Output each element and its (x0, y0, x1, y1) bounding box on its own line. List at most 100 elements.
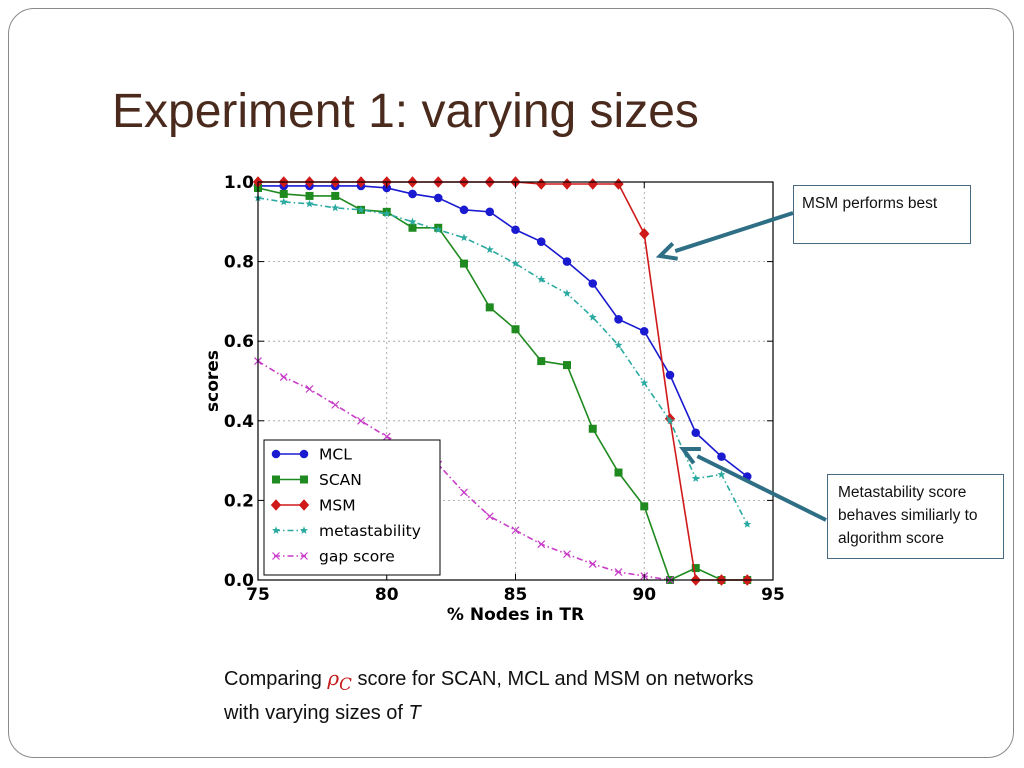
data-point (613, 178, 624, 190)
axis-ticks: 75 80 85 90 95 0.0 0.2 0.4 0.6 0.8 1.0 (224, 173, 785, 605)
arrow-shaft (674, 211, 794, 253)
caption-variable: T (408, 702, 421, 724)
data-point (408, 189, 417, 199)
y-tick-label: 0.6 (224, 332, 254, 352)
data-point (743, 520, 752, 528)
data-point (640, 378, 649, 387)
data-point (588, 313, 597, 321)
legend-item: SCAN (272, 471, 362, 489)
y-tick-label: 0.2 (224, 491, 254, 511)
data-point (614, 468, 623, 477)
caption-prefix: Comparing (224, 668, 328, 690)
y-tick-label: 0.4 (224, 412, 254, 432)
arrow-to-msm (655, 211, 794, 261)
legend-box (263, 439, 441, 576)
data-point (305, 199, 314, 208)
y-tick-label: 0.8 (224, 253, 254, 273)
data-point (331, 400, 340, 409)
data-point (562, 257, 572, 266)
legend-marker (270, 499, 282, 511)
data-point (408, 217, 417, 226)
callout-arrows (655, 211, 827, 522)
legend-item: MSM (270, 497, 356, 515)
data-point (357, 416, 365, 425)
data-point (639, 227, 650, 240)
data-point (460, 233, 468, 242)
data-point (639, 326, 649, 336)
legend-item: metastability (272, 522, 421, 540)
data-point (614, 315, 623, 324)
slide-frame (8, 8, 1014, 758)
legend-marker (299, 449, 309, 459)
data-point (691, 474, 700, 482)
data-point (279, 189, 288, 198)
data-point (640, 502, 649, 511)
data-point (561, 178, 573, 190)
data-point (588, 424, 597, 433)
callout-metastability-text: Metastability score behaves similiarly t… (838, 484, 978, 547)
data-point (511, 526, 520, 535)
data-point (305, 385, 314, 393)
y-tick-label: 0.0 (224, 571, 254, 591)
x-tick-label: 95 (761, 585, 785, 605)
data-point (331, 191, 340, 200)
caption-middle: score for SCAN, MCL and MSM on networks … (224, 668, 754, 724)
legend-label: MSM (319, 497, 356, 515)
data-point (717, 452, 726, 461)
arrow-head (655, 242, 678, 261)
legend-label: SCAN (319, 471, 362, 489)
data-point (563, 550, 571, 559)
data-point (665, 370, 675, 380)
data-point (537, 540, 546, 549)
rho-char: ρ (327, 666, 340, 690)
series-line (257, 197, 748, 525)
data-point (666, 416, 674, 425)
y-tick-label: 1.0 (224, 173, 254, 193)
data-point (614, 340, 623, 349)
legend-marker (300, 475, 308, 484)
legend: MCL SCAN MSM metastability gap score (263, 439, 441, 576)
x-axis-label: % Nodes in TR (447, 605, 584, 625)
x-tick-label: 85 (504, 585, 528, 605)
data-point (485, 207, 495, 217)
data-point (279, 373, 288, 381)
legend-label: gap score (319, 548, 395, 566)
data-point (331, 203, 340, 212)
data-point (279, 197, 288, 206)
callout-msm-best: MSM performs best (793, 185, 971, 244)
legend-marker (300, 526, 308, 534)
legend-marker (298, 499, 310, 511)
legend-marker (300, 552, 308, 560)
legend-marker (272, 552, 280, 560)
data-point (459, 205, 469, 215)
data-point (305, 191, 314, 200)
data-point (511, 225, 520, 235)
data-point (587, 178, 598, 190)
data-point (382, 209, 391, 218)
data-point (511, 325, 520, 334)
data-point (536, 237, 546, 246)
callout-metastability: Metastability score behaves similiarly t… (827, 474, 1004, 559)
data-point (511, 259, 520, 267)
data-point (485, 512, 494, 521)
data-point (536, 178, 547, 190)
data-point (614, 568, 623, 576)
data-point (485, 303, 494, 312)
slide-title: Experiment 1: varying sizes (112, 85, 699, 138)
data-point (460, 488, 468, 497)
figure-caption: Comparing ρC score for SCAN, MCL and MSM… (224, 664, 784, 727)
data-point (460, 259, 468, 268)
data-point (563, 289, 571, 297)
legend-marker (272, 526, 280, 534)
rho-subscript: C (339, 675, 352, 694)
legend-label: MCL (319, 446, 352, 464)
data-point (433, 193, 443, 203)
legend-item: MCL (271, 446, 352, 464)
legend-marker (272, 475, 280, 484)
x-tick-label: 90 (632, 585, 656, 605)
data-point (382, 432, 391, 441)
data-point (563, 361, 571, 370)
callout-msm-text: MSM performs best (802, 195, 938, 212)
rho-symbol: ρC (327, 666, 352, 694)
